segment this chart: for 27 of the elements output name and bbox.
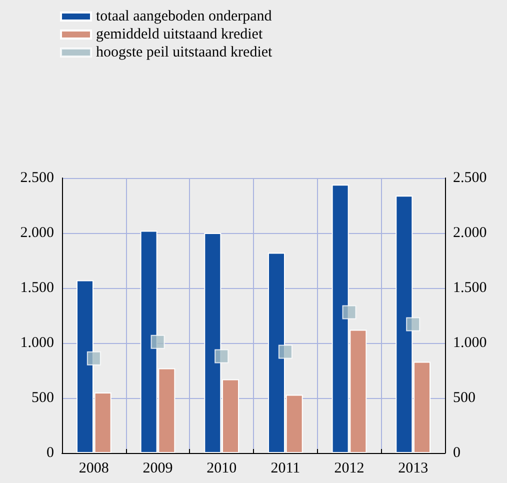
- y2-tick-label: 1.500: [453, 280, 487, 296]
- y2-tick-label: 0: [453, 445, 460, 461]
- x-tick-label: 2013: [398, 460, 428, 476]
- y-tick-label: 500: [32, 390, 54, 406]
- y-tick-label: 0: [46, 445, 54, 461]
- x-tick-label: 2011: [270, 460, 300, 476]
- point: [278, 344, 292, 359]
- x-tick-label: 2009: [142, 460, 173, 476]
- point: [406, 317, 420, 332]
- x-tick-label: 2010: [206, 460, 237, 476]
- y-tick-label: 2.500: [20, 170, 54, 186]
- y2-tick-label: 2.500: [453, 170, 487, 186]
- legend-label: gemiddeld uitstaand krediet: [96, 26, 264, 42]
- legend-label: totaal aangeboden onderpand: [96, 8, 272, 24]
- y2-tick-label: 1.000: [453, 335, 487, 351]
- x-tick-label: 2008: [78, 460, 109, 476]
- y2-tick-label: 500: [453, 390, 476, 406]
- point: [150, 334, 165, 349]
- y-tick-label: 1.500: [20, 280, 54, 296]
- y2-tick-label: 2.000: [453, 225, 487, 241]
- y-tick-label: 1.000: [20, 335, 54, 351]
- point: [342, 305, 356, 320]
- y-tick-label: 2.000: [20, 225, 54, 241]
- point: [214, 349, 229, 364]
- x-tick-label: 2012: [334, 460, 364, 476]
- legend-label: hoogste peil uitstaand krediet: [96, 44, 274, 60]
- point: [86, 351, 101, 366]
